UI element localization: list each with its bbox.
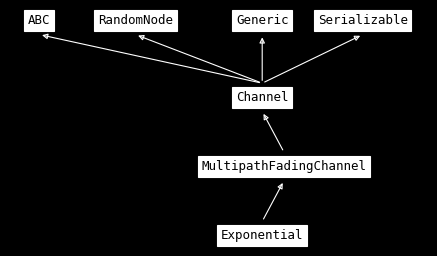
Text: MultipathFadingChannel: MultipathFadingChannel — [201, 160, 367, 173]
Text: ABC: ABC — [28, 14, 51, 27]
Text: Channel: Channel — [236, 91, 288, 104]
Text: Generic: Generic — [236, 14, 288, 27]
Text: Exponential: Exponential — [221, 229, 303, 242]
Text: RandomNode: RandomNode — [98, 14, 173, 27]
Text: Serializable: Serializable — [318, 14, 408, 27]
